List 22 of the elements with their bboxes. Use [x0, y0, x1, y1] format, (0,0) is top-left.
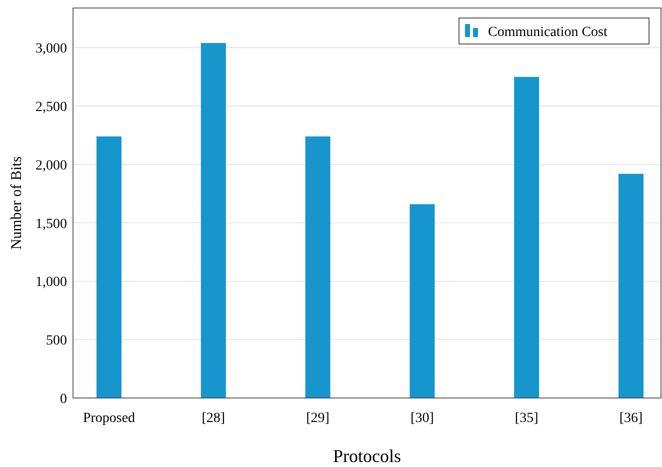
bar	[305, 136, 330, 398]
x-tick-label: [28]	[202, 411, 226, 426]
legend-label: Communication Cost	[488, 25, 608, 40]
y-tick-label: 0	[60, 392, 67, 407]
x-tick-label: [29]	[306, 411, 330, 426]
bar	[96, 136, 122, 398]
y-tick-label: 500	[46, 334, 67, 349]
y-tick-label: 1,500	[36, 216, 67, 232]
x-tick-label: [30]	[410, 411, 434, 426]
x-axis-title: Protocols	[332, 446, 402, 466]
y-tick-label: 1,000	[36, 275, 67, 290]
bar	[618, 174, 644, 398]
bar	[200, 43, 226, 398]
y-tick-label: 2,500	[36, 100, 67, 115]
bar	[514, 76, 540, 398]
x-tick-label: [35]	[514, 411, 538, 426]
y-axis-title: Number of Bits	[9, 156, 25, 250]
x-tick-label: Proposed	[82, 411, 136, 426]
y-tick-label: 2,000	[36, 158, 67, 174]
bar	[410, 204, 435, 398]
x-tick-label: [36]	[619, 411, 643, 426]
y-tick-label: 3,000	[36, 42, 67, 57]
